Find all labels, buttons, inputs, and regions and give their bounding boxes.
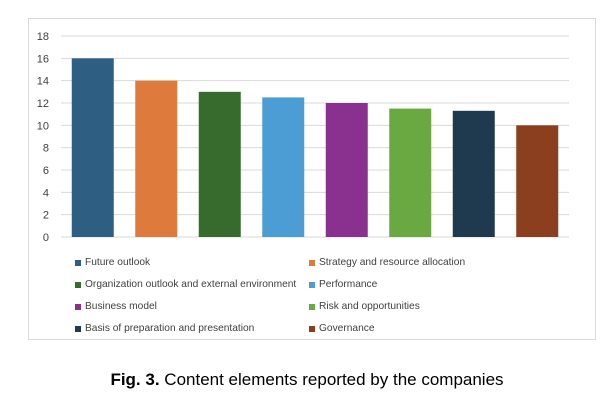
legend-label: Future outlook [85,257,151,268]
bar-risk-and-opportunities [389,108,432,237]
y-tick-label: 16 [37,53,49,65]
bar-performance [262,97,305,238]
legend-swatch [309,325,315,332]
legend-swatch [309,259,315,266]
bar-organization-outlook-and-external-environment [198,91,241,237]
y-axis-ticks: 0 2 4 6 8 10 12 14 16 18 [37,31,49,244]
y-tick-label: 12 [37,98,49,110]
legend-item: Business model [75,300,309,313]
legend-label: Strategy and resource allocation [319,257,466,268]
legend-item: Future outlook [75,256,309,269]
y-tick-label: 4 [43,187,49,199]
legend-item: Performance [309,278,543,291]
legend-swatch [309,281,315,288]
y-tick-label: 14 [37,76,49,88]
y-tick-label: 8 [43,143,49,155]
chart-frame: 0 2 4 6 8 10 12 14 16 18 Future outlook Strategy a… [28,18,596,340]
legend-swatch [75,281,81,288]
legend-item: Governance [309,322,543,335]
legend-swatch [75,303,81,310]
legend-item: Basis of preparation and presentation [75,322,309,335]
chart-legend: Future outlook Strategy and resource allo… [75,256,575,335]
caption-label: Fig. 3. [110,370,160,389]
legend-item: Strategy and resource allocation [309,256,543,269]
legend-label: Basis of preparation and presentation [85,323,255,334]
legend-label: Business model [85,301,157,312]
y-tick-label: 10 [37,120,49,132]
legend-swatch [75,325,81,332]
bar-future-outlook [71,58,114,238]
legend-label: Organization outlook and external enviro… [85,279,297,290]
y-tick-label: 18 [37,31,49,43]
legend-swatch [309,303,315,310]
legend-swatch [75,259,81,266]
figure-caption: Fig. 3. Content elements reported by the… [0,370,614,390]
legend-label: Performance [319,279,378,290]
bar-chart: 0 2 4 6 8 10 12 14 16 18 [37,31,569,244]
caption-text: Content elements reported by the compani… [159,370,504,389]
bar-strategy-and-resource-allocation [135,80,178,237]
bars [71,58,559,238]
legend-item: Risk and opportunities [309,300,543,313]
bar-governance [516,125,559,237]
y-tick-label: 2 [43,210,49,222]
bar-business-model [325,103,368,237]
legend-item: Organization outlook and external enviro… [75,278,309,291]
y-tick-label: 6 [43,165,49,177]
y-tick-label: 0 [43,232,49,244]
legend-label: Governance [319,323,375,334]
bar-basis-of-preparation-and-presentation [452,110,495,237]
legend-label: Risk and opportunities [319,301,420,312]
